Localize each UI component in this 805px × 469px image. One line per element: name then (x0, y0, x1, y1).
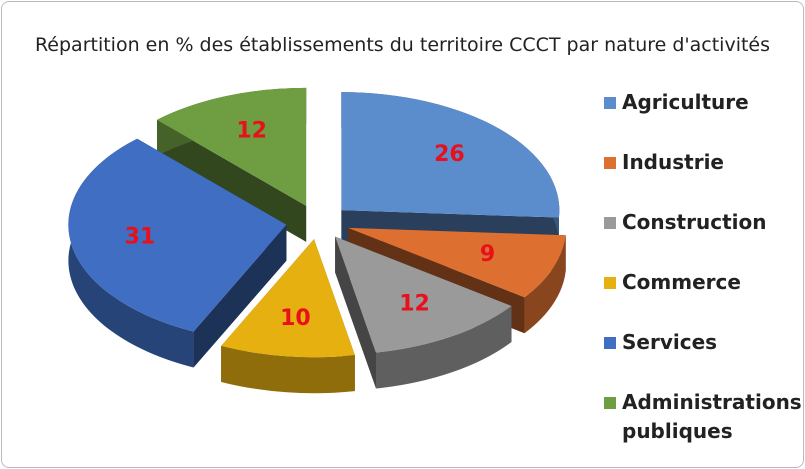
slice-side (335, 236, 376, 389)
legend-swatch (604, 397, 616, 409)
slice-group (335, 236, 512, 389)
legend-item: Agriculture (604, 88, 804, 148)
legend-swatch (604, 157, 616, 169)
legend-label: Agriculture (622, 90, 749, 114)
data-label: 10 (280, 306, 311, 331)
legend-label: Services (622, 330, 718, 354)
slice (68, 138, 287, 332)
slice (348, 227, 566, 298)
slice-side (193, 224, 287, 368)
data-label: 26 (434, 142, 465, 167)
legend-item: Construction (604, 208, 804, 268)
legend-item: Industrie (604, 148, 804, 208)
data-label: 12 (399, 291, 430, 316)
slice-wall (221, 345, 355, 394)
legend-item: Administrations publiques (604, 388, 804, 448)
slice-side (156, 119, 307, 242)
legend: Agriculture Industrie Construction Commerce… (604, 88, 804, 448)
legend-swatch (604, 277, 616, 289)
slice-group (68, 138, 287, 368)
slice-group (156, 87, 307, 242)
legend-label: Commerce (622, 270, 741, 294)
data-label: 9 (480, 242, 495, 267)
legend-item: Commerce (604, 268, 804, 328)
slice-group (221, 239, 355, 394)
slice-wall (524, 235, 566, 334)
legend-label: Administrations publiques (622, 390, 802, 443)
slice (335, 236, 512, 353)
slice (341, 92, 560, 218)
slice (221, 239, 355, 358)
legend-label: Industrie (622, 150, 724, 174)
slice (156, 87, 307, 206)
slice-wall (375, 305, 512, 389)
legend-label: Construction (622, 210, 767, 234)
legend-swatch (604, 97, 616, 109)
chart-title: Répartition en % des établissements du t… (34, 34, 771, 56)
legend-swatch (604, 217, 616, 229)
data-label: 12 (236, 118, 267, 143)
legend-swatch (604, 337, 616, 349)
legend-item: Services (604, 328, 804, 388)
data-label: 31 (125, 224, 156, 249)
